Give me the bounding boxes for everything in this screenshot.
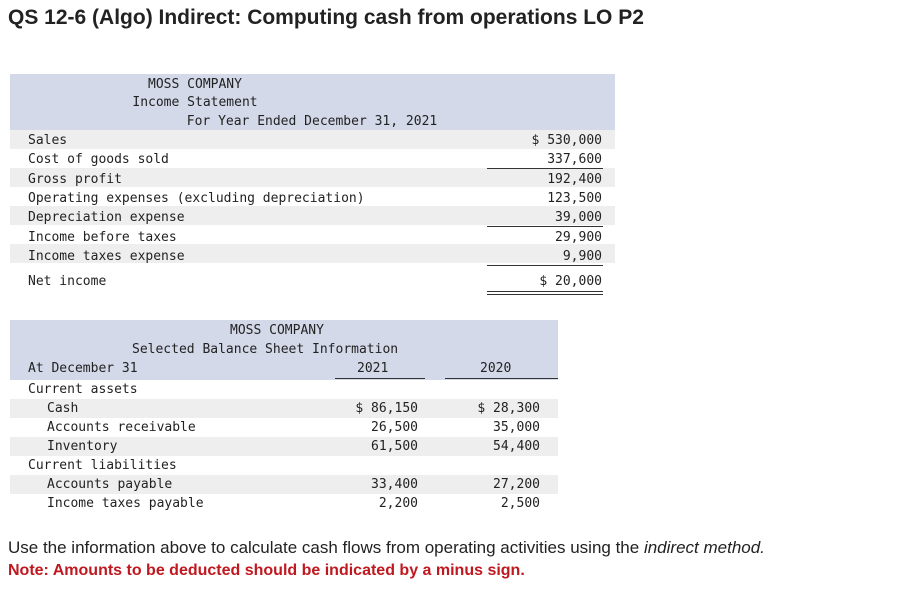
is-band	[10, 168, 615, 187]
bs-band	[10, 475, 558, 494]
bs-col-underline	[445, 378, 558, 379]
bs-col-underline	[335, 378, 425, 379]
is-period: For Year Ended December 31, 2021	[186, 114, 438, 129]
bs-row-2021: 2,200	[378, 496, 418, 511]
bs-col-2020: 2020	[480, 361, 512, 376]
is-band	[10, 130, 615, 149]
instructions-emphasis: indirect method.	[643, 538, 765, 557]
is-row-value: 39,000	[555, 210, 602, 225]
is-company-name: MOSS COMPANY	[148, 77, 242, 92]
is-underline	[487, 265, 603, 266]
bs-row-label: Cash	[47, 401, 79, 416]
is-row-value: 9,900	[562, 249, 602, 264]
is-row-value: 29,900	[555, 230, 602, 245]
is-statement-name: Income Statement	[132, 95, 258, 110]
bs-row-2021: 33,400	[371, 477, 418, 492]
is-row-label: Cost of goods sold	[28, 152, 169, 167]
bs-row-2021: $ 86,150	[355, 401, 418, 416]
is-double-underline	[487, 294, 603, 295]
is-row-value: $ 20,000	[539, 274, 602, 289]
is-row-label: Income before taxes	[28, 230, 177, 245]
bs-company-name: MOSS COMPANY	[230, 323, 324, 338]
bs-row-label: Accounts payable	[47, 477, 173, 492]
bs-row-2020: $ 28,300	[477, 401, 540, 416]
is-row-label: Gross profit	[28, 172, 122, 187]
bs-row-2020: 35,000	[493, 420, 540, 435]
is-band	[10, 206, 615, 225]
is-row-value: $ 530,000	[531, 133, 602, 148]
bs-band	[10, 437, 558, 456]
bs-section-label: Current assets	[28, 382, 138, 397]
bs-row-2020: 27,200	[493, 477, 540, 492]
bs-col-2021: 2021	[357, 361, 389, 376]
bs-row-2021: 61,500	[371, 439, 418, 454]
instructions: Use the information above to calculate c…	[8, 538, 765, 558]
bs-row-2020: 54,400	[493, 439, 540, 454]
is-row-label: Depreciation expense	[28, 210, 185, 225]
bs-row-label: Income taxes payable	[47, 496, 204, 511]
is-row-value: 337,600	[547, 152, 602, 167]
is-underline	[487, 168, 603, 169]
bs-row-2021: 26,500	[371, 420, 418, 435]
is-underline	[487, 226, 603, 227]
income-statement-header: MOSS COMPANY Income Statement For Year E…	[10, 74, 615, 130]
balance-sheet-header: MOSS COMPANY Selected Balance Sheet Info…	[10, 320, 558, 380]
bs-band	[10, 399, 558, 418]
is-band	[10, 244, 615, 263]
is-row-value: 123,500	[547, 191, 602, 206]
bs-name: Selected Balance Sheet Information	[132, 342, 399, 357]
bs-section-label: Current liabilities	[28, 458, 177, 473]
is-row-label: Net income	[28, 274, 107, 289]
is-row-value: 192,400	[547, 172, 602, 187]
instructions-text: Use the information above to calculate c…	[8, 538, 644, 557]
is-row-label: Operating expenses (excluding depreciati…	[28, 191, 365, 206]
instructions-note: Note: Amounts to be deducted should be i…	[8, 562, 525, 579]
bs-row-label: Inventory	[47, 439, 118, 454]
question-title: QS 12-6 (Algo) Indirect: Computing cash …	[8, 6, 644, 29]
is-row-label: Income taxes expense	[28, 249, 185, 264]
bs-at-label: At December 31	[28, 361, 138, 376]
is-row-label: Sales	[28, 133, 68, 148]
bs-row-label: Accounts receivable	[47, 420, 196, 435]
is-double-underline	[487, 291, 603, 292]
bs-row-2020: 2,500	[500, 496, 540, 511]
